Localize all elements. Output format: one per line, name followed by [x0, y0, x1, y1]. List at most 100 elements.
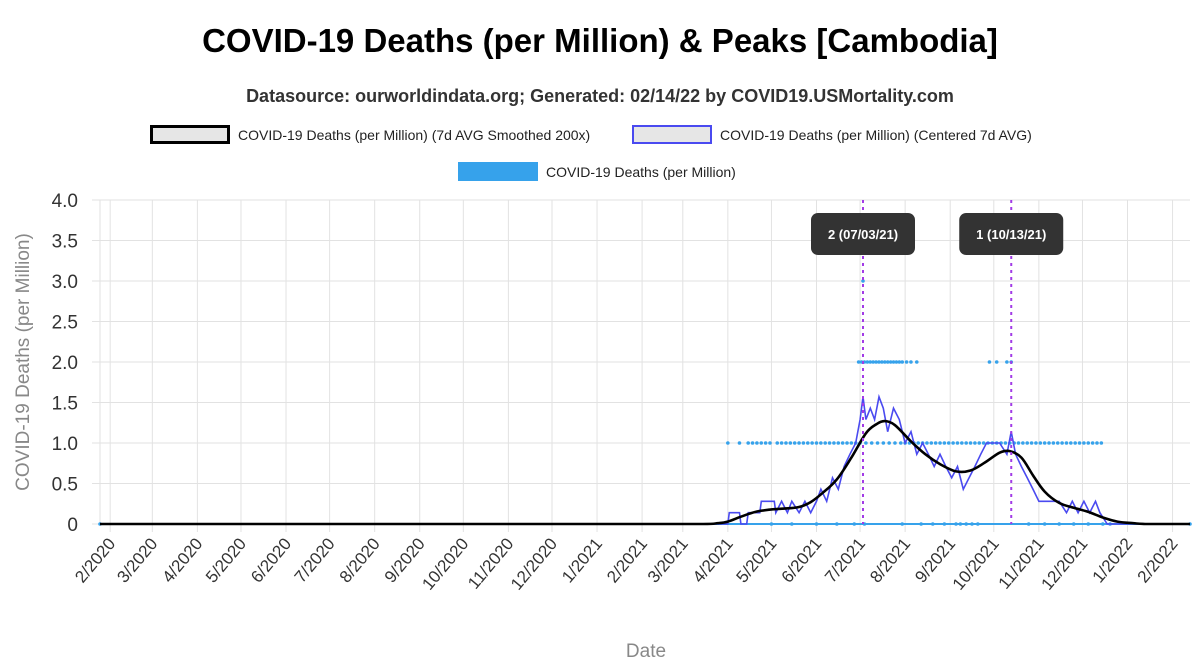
daily-deaths-point [755, 441, 759, 445]
daily-deaths-point [1099, 441, 1104, 445]
daily-deaths-point [960, 441, 964, 445]
daily-deaths-point [880, 360, 884, 364]
x-tick-label: 7/2021 [821, 534, 869, 586]
daily-deaths-point [868, 360, 873, 364]
legend-item-smoothed[interactable]: COVID-19 Deaths (per Million) (7d AVG Sm… [150, 125, 590, 144]
daily-deaths-point [823, 441, 828, 445]
y-tick-label: 3.0 [52, 272, 78, 293]
daily-deaths-point [942, 441, 947, 445]
daily-deaths-point [1029, 441, 1034, 445]
x-tick-label: 12/2021 [1037, 534, 1091, 593]
chart-title: COVID-19 Deaths (per Million) & Peaks [C… [202, 22, 998, 59]
daily-deaths-point [856, 360, 861, 364]
daily-deaths-point [874, 360, 878, 364]
legend-item-centered[interactable]: COVID-19 Deaths (per Million) (Centered … [632, 125, 1032, 144]
daily-deaths-point [1090, 441, 1095, 445]
daily-deaths-point [1003, 441, 1008, 445]
daily-deaths-point [964, 441, 968, 445]
daily-deaths-point [1021, 441, 1025, 445]
daily-deaths-point [916, 441, 921, 445]
daily-deaths-point [768, 441, 772, 445]
legend-swatch-centered [632, 125, 712, 144]
y-tick-label: 1.0 [52, 434, 78, 455]
x-tick-label: 6/2020 [247, 534, 295, 586]
daily-deaths-point [861, 279, 865, 283]
x-tick-label: 6/2021 [778, 534, 826, 586]
daily-deaths-point [938, 441, 942, 445]
x-tick-label: 2/2022 [1134, 534, 1182, 586]
x-tick-label: 10/2021 [949, 534, 1003, 593]
y-tick-label: 1.5 [52, 394, 78, 415]
chart-subtitle: Datasource: ourworldindata.org; Generate… [246, 86, 954, 106]
daily-deaths-point [1042, 441, 1047, 445]
daily-deaths-point [827, 441, 832, 445]
daily-deaths-point [750, 441, 755, 445]
x-tick-label: 2/2021 [603, 534, 651, 586]
daily-deaths-point [810, 441, 814, 445]
daily-deaths-point [869, 441, 874, 445]
daily-deaths-point [1086, 441, 1091, 445]
daily-deaths-point [1034, 441, 1038, 445]
daily-deaths-point [1064, 441, 1069, 445]
daily-deaths-point [909, 360, 913, 364]
daily-deaths-point [914, 360, 919, 364]
daily-deaths-point [1082, 441, 1086, 445]
legend-swatch-daily [458, 162, 538, 181]
daily-deaths-point [849, 441, 854, 445]
daily-deaths-point [840, 441, 845, 445]
daily-deaths-point [871, 360, 875, 364]
x-tick-label: 1/2022 [1089, 534, 1137, 586]
daily-deaths-point [894, 360, 899, 364]
daily-deaths-point [1060, 441, 1064, 445]
daily-deaths-point [832, 441, 836, 445]
legend-label-smoothed: COVID-19 Deaths (per Million) (7d AVG Sm… [238, 126, 591, 143]
daily-deaths-point [763, 441, 768, 445]
daily-deaths-point [888, 360, 893, 364]
daily-deaths-point [933, 441, 938, 445]
y-axis-title: COVID-19 Deaths (per Million) [13, 233, 34, 491]
smoothed-avg-line [100, 419, 1190, 526]
y-tick-label: 2.0 [52, 353, 78, 374]
daily-deaths-point [797, 441, 801, 445]
y-tick-label: 0 [67, 515, 78, 536]
daily-deaths-point [775, 441, 780, 445]
daily-deaths-point [898, 441, 903, 445]
x-tick-label: 1/2021 [558, 534, 606, 586]
legend-item-daily[interactable]: COVID-19 Deaths (per Million) [458, 162, 736, 181]
daily-deaths-point [994, 360, 999, 364]
daily-deaths-point [951, 441, 955, 445]
daily-deaths-point [1077, 441, 1082, 445]
x-tick-label: 8/2021 [866, 534, 914, 586]
x-tick-label: 2/2020 [71, 534, 119, 586]
peak-label: 1 (10/13/21) [976, 227, 1046, 242]
daily-deaths-point [955, 441, 960, 445]
y-tick-label: 3.5 [52, 232, 78, 253]
x-tick-label: 4/2020 [158, 534, 206, 586]
x-tick-label: 3/2020 [113, 534, 161, 586]
daily-deaths-point [929, 441, 934, 445]
daily-deaths-point [1025, 441, 1030, 445]
daily-deaths-point [801, 441, 806, 445]
daily-deaths-point [865, 360, 870, 364]
legend-label-daily: COVID-19 Deaths (per Million) [546, 163, 736, 180]
daily-deaths-point [864, 441, 868, 445]
x-tick-label: 7/2020 [291, 534, 339, 586]
daily-deaths-point [925, 441, 929, 445]
daily-deaths-point [1095, 441, 1099, 445]
daily-deaths-point [779, 441, 784, 445]
daily-deaths-point [737, 441, 742, 445]
y-tick-label: 0.5 [52, 475, 78, 496]
daily-deaths-point [891, 360, 896, 364]
daily-deaths-point [887, 441, 891, 445]
daily-deaths-point [836, 441, 841, 445]
daily-deaths-point [885, 360, 890, 364]
daily-deaths-point [805, 441, 810, 445]
x-axis-title: Date [626, 641, 666, 662]
x-tick-label: 12/2020 [507, 534, 561, 593]
x-tick-label: 3/2021 [644, 534, 692, 586]
daily-deaths-point [977, 441, 982, 445]
peak-label-box [811, 213, 915, 255]
daily-deaths-point [1051, 441, 1056, 445]
daily-deaths-point [845, 441, 849, 445]
